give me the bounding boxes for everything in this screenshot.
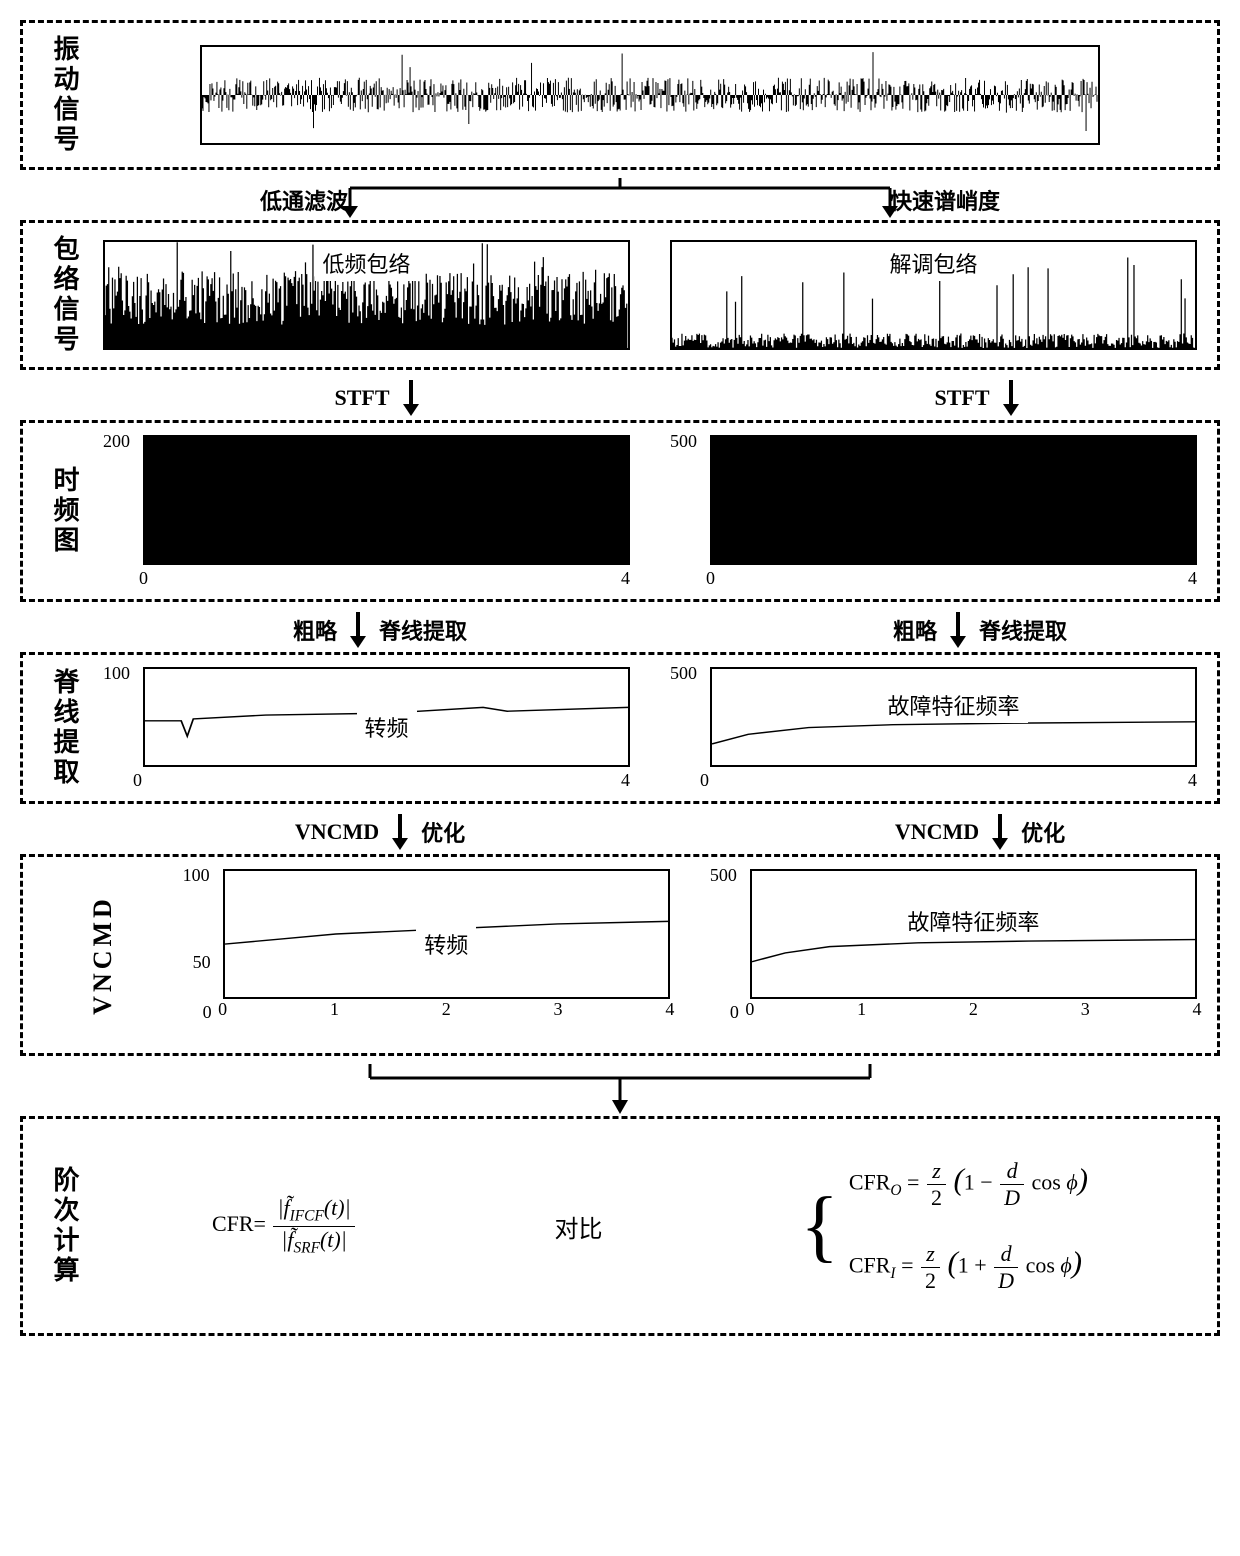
vncmd-l-ymin: 0 — [203, 1002, 212, 1023]
vncmd-r-ymin: 0 — [730, 1002, 739, 1023]
vncmd-l-ymid: 50 — [193, 952, 211, 973]
vncmd-label-l2: 优化 — [421, 816, 465, 848]
stage-label-6: 阶次计算 — [43, 1166, 83, 1286]
ridge-label-l2: 脊线提取 — [379, 614, 467, 646]
vncmd-label-r2: 优化 — [1021, 816, 1065, 848]
vibration-chart — [200, 45, 1100, 145]
ridge-r-xmin: 0 — [700, 770, 709, 791]
arrow-label-sk: 快速谱峭度 — [890, 184, 1000, 216]
stage-vncmd: VNCMD 100 50 0 转频 01234 500 0 故障特征频率 012… — [20, 854, 1220, 1056]
stage-envelope: 包络信号 低频包络 解调包络 — [20, 220, 1220, 370]
stage-spectrogram: 时频图 200 0 4 500 0 4 — [20, 420, 1220, 602]
vncmd-l-ymax: 100 — [183, 865, 210, 886]
ridge-l-xmin: 0 — [133, 770, 142, 791]
arrow-row-merge — [20, 1064, 1220, 1114]
vncmd-label-r1: VNCMD — [895, 819, 979, 845]
ridge-l-xmax: 4 — [621, 770, 630, 791]
stage-label-3: 时频图 — [43, 466, 83, 556]
spectrogram-right — [710, 435, 1197, 565]
ridge-label-l1: 粗略 — [293, 614, 337, 646]
spectrogram-left — [143, 435, 630, 565]
stage-ridge: 脊线提取 100 转频 0 4 500 故障特征频率 0 4 — [20, 652, 1220, 804]
formula-cfr-oi: CFRO = z2 (1 − dD cos ϕ) CFRI = z2 (1 + … — [849, 1158, 1088, 1294]
ridge-r-ymax: 500 — [670, 663, 697, 684]
stage-label-5: VNCMD — [88, 895, 118, 1015]
stage-order: 阶次计算 CFR= |f̃IFCF(t)| |f̃SRF(t)| 对比 { CF… — [20, 1116, 1220, 1336]
envelope-right-chart: 解调包络 — [670, 240, 1197, 350]
vncmd-l-xticks: 01234 — [223, 999, 670, 1019]
arrow-row-3: 粗略 脊线提取 粗略 脊线提取 — [20, 610, 1220, 650]
vncmd-r-xticks: 01234 — [750, 999, 1197, 1019]
ridge-left-chart: 转频 — [143, 667, 630, 767]
formula-cfr: CFR= |f̃IFCF(t)| |f̃SRF(t)| — [212, 1195, 357, 1257]
vncmd-r-ymax: 500 — [710, 865, 737, 886]
spec-l-ylabel: 200 — [103, 431, 130, 452]
compare-label: 对比 — [555, 1209, 603, 1244]
spec-r-xmax: 4 — [1188, 568, 1197, 589]
ridge-label-r2: 脊线提取 — [979, 614, 1067, 646]
spec-l-xmax: 4 — [621, 568, 630, 589]
brace-icon: { — [800, 1186, 838, 1266]
spec-r-xmin: 0 — [706, 568, 715, 589]
stage-label-2: 包络信号 — [43, 235, 83, 355]
arrow-row-4: VNCMD 优化 VNCMD 优化 — [20, 812, 1220, 852]
envelope-left-title: 低频包络 — [314, 245, 418, 281]
arrow-row-2: STFT STFT — [20, 378, 1220, 418]
vncmd-label-l1: VNCMD — [295, 819, 379, 845]
ridge-r-title: 故障特征频率 — [879, 687, 1027, 723]
stage-vibration: 振动信号 — [20, 20, 1220, 170]
vncmd-l-title: 转频 — [416, 926, 476, 962]
envelope-right-title: 解调包络 — [881, 245, 985, 281]
envelope-left-chart: 低频包络 — [103, 240, 630, 350]
ridge-l-title: 转频 — [356, 709, 416, 745]
arrow-label-lpf: 低通滤波 — [260, 184, 348, 216]
ridge-l-ymax: 100 — [103, 663, 130, 684]
spec-r-ylabel: 500 — [670, 431, 697, 452]
spec-l-xmin: 0 — [139, 568, 148, 589]
arrow-row-1: 低通滤波 快速谱峭度 — [20, 178, 1220, 218]
ridge-label-r1: 粗略 — [893, 614, 937, 646]
stft-label-l: STFT — [334, 385, 389, 411]
vncmd-right-chart: 故障特征频率 — [750, 869, 1197, 999]
stage-label-4: 脊线提取 — [43, 668, 83, 788]
vncmd-left-chart: 转频 — [223, 869, 670, 999]
ridge-r-xmax: 4 — [1188, 770, 1197, 791]
ridge-right-chart: 故障特征频率 — [710, 667, 1197, 767]
stft-label-r: STFT — [934, 385, 989, 411]
stage-label-1: 振动信号 — [43, 35, 83, 155]
vncmd-r-title: 故障特征频率 — [899, 903, 1047, 939]
